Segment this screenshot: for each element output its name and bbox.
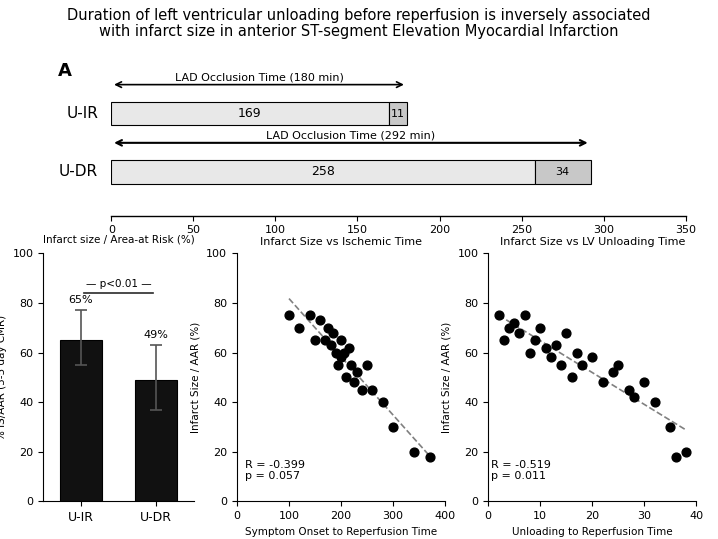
Point: [320, 336, 331, 344]
Point: [335, 353, 347, 362]
Point: [612, 361, 624, 369]
Point: [498, 336, 510, 344]
Point: [587, 353, 598, 362]
Point: [335, 336, 347, 344]
Text: Duration of left ventricular unloading before reperfusion is inversely associate: Duration of left ventricular unloading b…: [67, 8, 651, 23]
Point: [571, 348, 582, 357]
Point: [348, 378, 360, 386]
Point: [508, 319, 520, 327]
Bar: [111, 102, 388, 126]
Point: [356, 385, 368, 394]
Title: Infarct Size vs LV Unloading Time: Infarct Size vs LV Unloading Time: [500, 237, 685, 247]
Point: [332, 361, 344, 369]
X-axis label: Symptom Onset to Reperfusion Time
(minutes): Symptom Onset to Reperfusion Time (minut…: [245, 527, 437, 539]
Text: A: A: [57, 62, 71, 80]
Point: [294, 323, 305, 332]
Point: [340, 373, 352, 382]
Point: [534, 323, 546, 332]
Y-axis label: Infarct Size / AAR (%): Infarct Size / AAR (%): [442, 322, 452, 433]
Point: [597, 378, 608, 386]
Text: LAD Occlusion Time (180 min): LAD Occlusion Time (180 min): [174, 72, 343, 82]
Point: [550, 341, 561, 349]
Point: [556, 361, 567, 369]
Point: [503, 323, 515, 332]
Text: 65%: 65%: [68, 295, 93, 306]
Point: [540, 343, 551, 352]
Point: [649, 398, 661, 406]
Text: — p<0.01 —: — p<0.01 —: [85, 279, 151, 289]
Point: [681, 447, 692, 456]
Y-axis label: Infarct Size / AAR (%): Infarct Size / AAR (%): [191, 322, 200, 433]
Point: [493, 311, 504, 320]
Point: [361, 361, 373, 369]
Point: [351, 368, 363, 377]
Point: [639, 378, 651, 386]
Point: [561, 328, 572, 337]
Title: Infarct Size vs Ischemic Time: Infarct Size vs Ischemic Time: [260, 237, 422, 247]
Point: [338, 348, 350, 357]
Point: [325, 341, 336, 349]
Point: [330, 348, 342, 357]
Title: Infarct size / Area-at Risk (%): Infarct size / Area-at Risk (%): [42, 234, 195, 244]
Point: [424, 452, 435, 461]
Point: [343, 343, 355, 352]
Bar: [111, 160, 535, 184]
Point: [367, 385, 378, 394]
Point: [304, 311, 316, 320]
Point: [408, 447, 419, 456]
Point: [314, 316, 326, 324]
Text: U-IR: U-IR: [66, 106, 98, 121]
Point: [322, 323, 334, 332]
Point: [623, 385, 635, 394]
Text: with infarct size in anterior ST-segment Elevation Myocardial Infarction: with infarct size in anterior ST-segment…: [99, 24, 619, 39]
Text: 169: 169: [238, 107, 262, 120]
Text: 258: 258: [311, 165, 335, 178]
Point: [309, 336, 321, 344]
Text: 34: 34: [556, 167, 569, 177]
X-axis label: Unloading to Reperfusion Time
(minutes): Unloading to Reperfusion Time (minutes): [512, 527, 673, 539]
Bar: [136, 380, 177, 501]
Point: [529, 336, 541, 344]
Point: [524, 348, 536, 357]
Text: LAD Occlusion Time (292 min): LAD Occlusion Time (292 min): [266, 130, 435, 141]
Point: [513, 328, 525, 337]
Point: [519, 311, 531, 320]
Point: [388, 423, 399, 431]
Point: [327, 328, 339, 337]
Point: [628, 393, 640, 402]
Bar: [60, 340, 101, 501]
Point: [607, 368, 619, 377]
Point: [346, 361, 358, 369]
Bar: [388, 102, 406, 126]
Point: [377, 398, 388, 406]
Text: R = -0.399
p = 0.057: R = -0.399 p = 0.057: [245, 460, 304, 481]
Point: [283, 311, 295, 320]
Point: [577, 361, 588, 369]
Text: U-DR: U-DR: [59, 164, 98, 179]
Point: [566, 373, 577, 382]
Point: [665, 423, 676, 431]
Bar: [535, 160, 590, 184]
Y-axis label: % IS/AAR (3-5 day CMR): % IS/AAR (3-5 day CMR): [0, 315, 6, 440]
Point: [545, 353, 556, 362]
Text: 49%: 49%: [144, 330, 169, 340]
Point: [670, 452, 681, 461]
Text: 11: 11: [391, 109, 405, 119]
Text: R = -0.519
p = 0.011: R = -0.519 p = 0.011: [491, 460, 551, 481]
